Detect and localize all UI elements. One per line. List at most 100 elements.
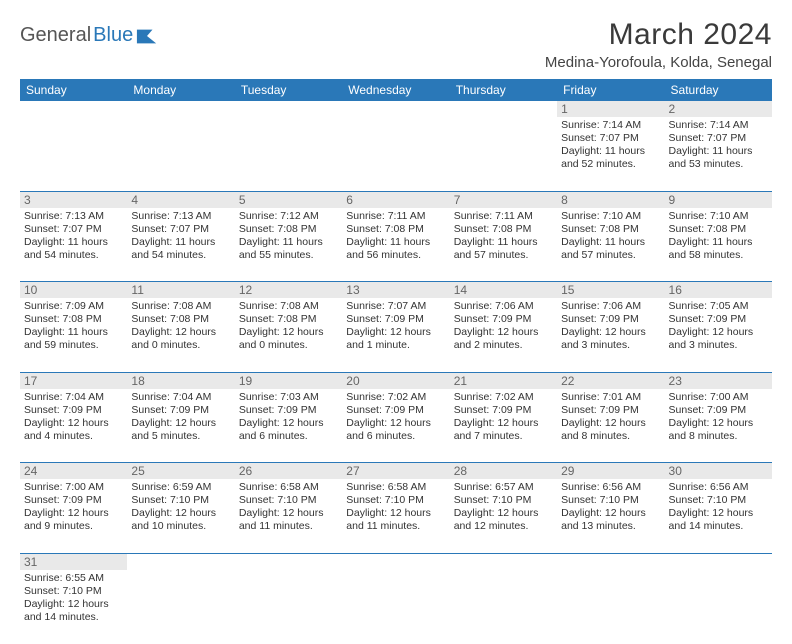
flag-icon	[136, 27, 158, 45]
day-details: Sunrise: 7:12 AMSunset: 7:08 PMDaylight:…	[239, 210, 338, 263]
day-cell: Sunrise: 7:05 AMSunset: 7:09 PMDaylight:…	[665, 298, 772, 372]
day-number	[235, 553, 342, 570]
weekday-header: Thursday	[450, 79, 557, 101]
day-number: 25	[127, 463, 234, 480]
day-cell: Sunrise: 7:10 AMSunset: 7:08 PMDaylight:…	[665, 208, 772, 282]
title-block: March 2024 Medina-Yorofoula, Kolda, Sene…	[545, 18, 772, 71]
calendar-body: 12 Sunrise: 7:14 AMSunset: 7:07 PMDayligh…	[20, 101, 772, 644]
day-cell: Sunrise: 7:06 AMSunset: 7:09 PMDaylight:…	[557, 298, 664, 372]
day-details: Sunrise: 6:58 AMSunset: 7:10 PMDaylight:…	[346, 481, 445, 534]
day-details: Sunrise: 6:55 AMSunset: 7:10 PMDaylight:…	[24, 572, 123, 625]
day-cell: Sunrise: 6:58 AMSunset: 7:10 PMDaylight:…	[235, 479, 342, 553]
day-details: Sunrise: 7:08 AMSunset: 7:08 PMDaylight:…	[239, 300, 338, 353]
day-details: Sunrise: 7:03 AMSunset: 7:09 PMDaylight:…	[239, 391, 338, 444]
logo: GeneralBlue	[20, 24, 158, 47]
day-number: 31	[20, 553, 127, 570]
weekday-header-row: SundayMondayTuesdayWednesdayThursdayFrid…	[20, 79, 772, 101]
day-number: 8	[557, 191, 664, 208]
day-details: Sunrise: 7:14 AMSunset: 7:07 PMDaylight:…	[669, 119, 768, 172]
day-number: 9	[665, 191, 772, 208]
day-number: 15	[557, 282, 664, 299]
day-number: 21	[450, 372, 557, 389]
day-cell	[665, 570, 772, 644]
location: Medina-Yorofoula, Kolda, Senegal	[545, 54, 772, 71]
day-number: 19	[235, 372, 342, 389]
day-cell: Sunrise: 7:03 AMSunset: 7:09 PMDaylight:…	[235, 389, 342, 463]
day-cell	[235, 570, 342, 644]
day-details: Sunrise: 7:05 AMSunset: 7:09 PMDaylight:…	[669, 300, 768, 353]
day-number-row: 10111213141516	[20, 282, 772, 299]
day-cell: Sunrise: 7:08 AMSunset: 7:08 PMDaylight:…	[127, 298, 234, 372]
day-cell: Sunrise: 7:11 AMSunset: 7:08 PMDaylight:…	[342, 208, 449, 282]
weekday-header: Tuesday	[235, 79, 342, 101]
day-number-row: 3456789	[20, 191, 772, 208]
day-number-row: 12	[20, 101, 772, 117]
day-number	[450, 553, 557, 570]
day-number: 7	[450, 191, 557, 208]
day-details: Sunrise: 7:11 AMSunset: 7:08 PMDaylight:…	[454, 210, 553, 263]
day-details: Sunrise: 7:00 AMSunset: 7:09 PMDaylight:…	[24, 481, 123, 534]
day-number: 28	[450, 463, 557, 480]
day-number	[665, 553, 772, 570]
day-details: Sunrise: 7:13 AMSunset: 7:07 PMDaylight:…	[131, 210, 230, 263]
day-cell	[342, 117, 449, 191]
day-number: 27	[342, 463, 449, 480]
day-number	[342, 101, 449, 117]
logo-text-general: General	[20, 24, 91, 47]
day-number-row: 31	[20, 553, 772, 570]
day-details: Sunrise: 7:10 AMSunset: 7:08 PMDaylight:…	[669, 210, 768, 263]
day-cell: Sunrise: 7:12 AMSunset: 7:08 PMDaylight:…	[235, 208, 342, 282]
day-cell	[342, 570, 449, 644]
day-cell: Sunrise: 7:08 AMSunset: 7:08 PMDaylight:…	[235, 298, 342, 372]
day-cell	[450, 570, 557, 644]
day-cell: Sunrise: 7:13 AMSunset: 7:07 PMDaylight:…	[20, 208, 127, 282]
day-cell: Sunrise: 7:00 AMSunset: 7:09 PMDaylight:…	[20, 479, 127, 553]
day-details: Sunrise: 6:57 AMSunset: 7:10 PMDaylight:…	[454, 481, 553, 534]
day-details: Sunrise: 7:01 AMSunset: 7:09 PMDaylight:…	[561, 391, 660, 444]
day-number: 12	[235, 282, 342, 299]
day-number: 1	[557, 101, 664, 117]
day-number: 23	[665, 372, 772, 389]
day-cell: Sunrise: 7:14 AMSunset: 7:07 PMDaylight:…	[665, 117, 772, 191]
day-number: 16	[665, 282, 772, 299]
day-cell: Sunrise: 7:00 AMSunset: 7:09 PMDaylight:…	[665, 389, 772, 463]
day-cell: Sunrise: 6:56 AMSunset: 7:10 PMDaylight:…	[665, 479, 772, 553]
day-number: 17	[20, 372, 127, 389]
day-details: Sunrise: 7:14 AMSunset: 7:07 PMDaylight:…	[561, 119, 660, 172]
day-number: 14	[450, 282, 557, 299]
day-number: 13	[342, 282, 449, 299]
day-cell: Sunrise: 6:58 AMSunset: 7:10 PMDaylight:…	[342, 479, 449, 553]
day-number: 30	[665, 463, 772, 480]
day-number: 24	[20, 463, 127, 480]
day-number: 18	[127, 372, 234, 389]
day-cell	[450, 117, 557, 191]
day-number: 5	[235, 191, 342, 208]
day-cell: Sunrise: 6:55 AMSunset: 7:10 PMDaylight:…	[20, 570, 127, 644]
day-cell: Sunrise: 7:07 AMSunset: 7:09 PMDaylight:…	[342, 298, 449, 372]
day-details: Sunrise: 6:56 AMSunset: 7:10 PMDaylight:…	[561, 481, 660, 534]
weekday-header: Saturday	[665, 79, 772, 101]
day-number	[20, 101, 127, 117]
day-cell	[235, 117, 342, 191]
day-number: 20	[342, 372, 449, 389]
calendar-table: SundayMondayTuesdayWednesdayThursdayFrid…	[20, 79, 772, 644]
day-details: Sunrise: 7:06 AMSunset: 7:09 PMDaylight:…	[454, 300, 553, 353]
day-number: 2	[665, 101, 772, 117]
month-title: March 2024	[545, 18, 772, 52]
day-cell: Sunrise: 7:11 AMSunset: 7:08 PMDaylight:…	[450, 208, 557, 282]
day-details: Sunrise: 7:13 AMSunset: 7:07 PMDaylight:…	[24, 210, 123, 263]
day-details: Sunrise: 7:09 AMSunset: 7:08 PMDaylight:…	[24, 300, 123, 353]
day-content-row: Sunrise: 6:55 AMSunset: 7:10 PMDaylight:…	[20, 570, 772, 644]
day-cell: Sunrise: 7:14 AMSunset: 7:07 PMDaylight:…	[557, 117, 664, 191]
day-details: Sunrise: 6:59 AMSunset: 7:10 PMDaylight:…	[131, 481, 230, 534]
day-number: 10	[20, 282, 127, 299]
day-number-row: 24252627282930	[20, 463, 772, 480]
day-number: 26	[235, 463, 342, 480]
day-cell	[557, 570, 664, 644]
day-cell	[127, 117, 234, 191]
day-number	[127, 553, 234, 570]
day-cell	[20, 117, 127, 191]
day-details: Sunrise: 7:07 AMSunset: 7:09 PMDaylight:…	[346, 300, 445, 353]
day-details: Sunrise: 7:10 AMSunset: 7:08 PMDaylight:…	[561, 210, 660, 263]
day-details: Sunrise: 7:06 AMSunset: 7:09 PMDaylight:…	[561, 300, 660, 353]
